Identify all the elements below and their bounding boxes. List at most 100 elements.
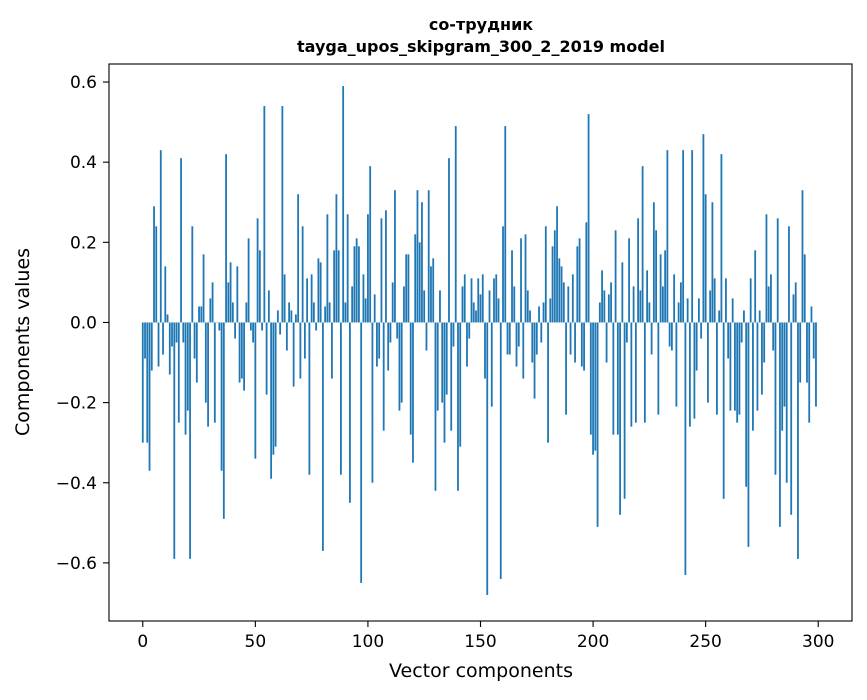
bar [421,202,423,322]
bar [482,274,484,322]
bar [363,274,365,322]
bar [752,322,754,430]
bar [369,166,371,322]
x-axis-label: Vector components [389,660,573,682]
bar [696,322,698,370]
bar [793,294,795,322]
bar [263,106,265,322]
bar [396,322,398,338]
bar [207,322,209,426]
bar [457,322,459,490]
bar [799,322,801,382]
bar [144,322,146,358]
bar [806,322,808,382]
bar [689,322,691,426]
bar [599,302,601,322]
bar [624,322,626,498]
bar [272,322,274,454]
bar [813,322,815,358]
bar [617,322,619,434]
bar [646,270,648,322]
bar [522,322,524,378]
bar [567,286,569,322]
bar [702,134,704,322]
bar [459,322,461,446]
bar [619,322,621,514]
bar [392,282,394,322]
bar [545,226,547,322]
bar [671,322,673,350]
bar [795,282,797,322]
bar [705,194,707,322]
bar [660,254,662,322]
bar [245,302,247,322]
bar [590,322,592,434]
bar [682,150,684,322]
bar [779,322,781,526]
y-tick-label: −0.2 [56,394,97,414]
bar [558,258,560,322]
bar [320,262,322,322]
bar [462,286,464,322]
bar [290,310,292,322]
bar [225,154,227,322]
bar [417,190,419,322]
bar [311,274,313,322]
bar [419,242,421,322]
bar [254,322,256,458]
bar [540,322,542,342]
bar [736,322,738,422]
bar [169,322,171,374]
bar [741,322,743,342]
bar [770,274,772,322]
bar [700,322,702,338]
bar [511,250,513,322]
bar [714,278,716,322]
bar [439,290,441,322]
bar [507,322,509,354]
bar [441,322,443,402]
bar [766,214,768,322]
bar [626,322,628,342]
chart-title: со-трудник [429,15,533,34]
bar [653,202,655,322]
bar [484,322,486,378]
bar [340,322,342,474]
bar [491,322,493,406]
x-tick-label: 0 [137,632,148,652]
bar [360,322,362,582]
bar [637,218,639,322]
bar [495,274,497,322]
bar [536,322,538,354]
bar [432,258,434,322]
bar [730,322,732,410]
bar [648,302,650,322]
bar [196,322,198,382]
bar [709,290,711,322]
bar [358,246,360,322]
bar [437,322,439,410]
bar [581,322,583,366]
bar [516,322,518,366]
bar [453,322,455,346]
bar [464,274,466,322]
bar [351,286,353,322]
bar [227,282,229,322]
bar [723,322,725,498]
bar [142,322,144,442]
bar [162,322,164,354]
bar [221,322,223,470]
bar [543,302,545,322]
bar [784,322,786,406]
bar [565,322,567,414]
bar [504,126,506,322]
bar [574,322,576,362]
y-tick-label: 0.2 [70,233,97,253]
bar [576,246,578,322]
bar [403,286,405,322]
bar [811,306,813,322]
bar [527,290,529,322]
bar [655,230,657,322]
bar [489,290,491,322]
